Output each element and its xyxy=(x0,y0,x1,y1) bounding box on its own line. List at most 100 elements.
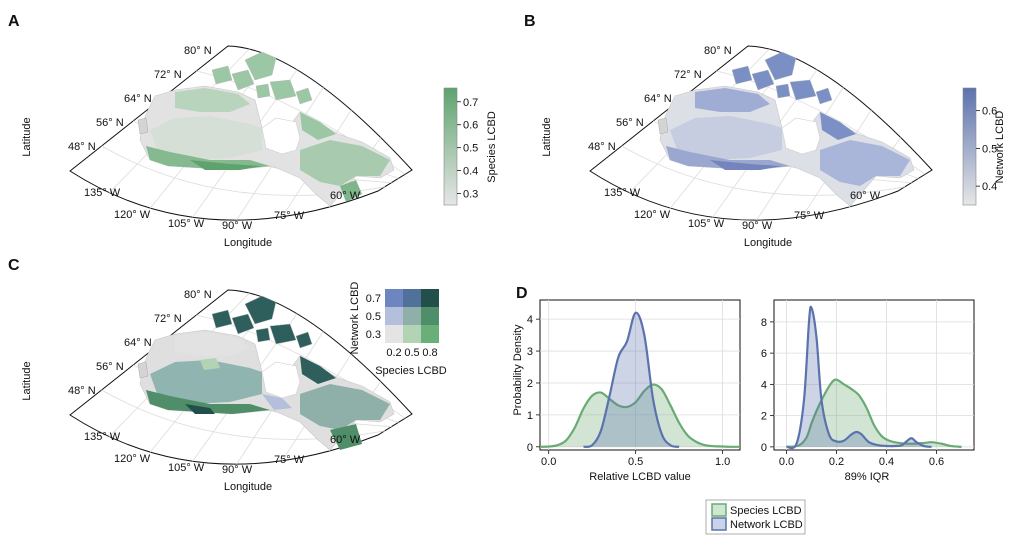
lon-tick-label: 135° W xyxy=(84,431,121,443)
bivariate-cell xyxy=(385,307,403,325)
land-coast xyxy=(657,117,669,135)
land-region xyxy=(150,116,262,160)
bivariate-cell xyxy=(403,325,421,343)
bivariate-cell xyxy=(385,289,403,307)
density-area-species xyxy=(786,379,962,447)
land-coast xyxy=(137,117,149,135)
lon-tick-label: 75° W xyxy=(794,210,825,222)
land-region xyxy=(300,356,336,384)
density-legend: Species LCBD Network LCBD xyxy=(705,499,806,535)
colorbar-network-ticks: 0.4 0.5 0.6 xyxy=(976,106,997,193)
land-island xyxy=(751,69,775,91)
land-island xyxy=(815,87,833,105)
lon-tick-label: 105° W xyxy=(688,218,725,230)
colorbar-tick-label: 0.4 xyxy=(982,181,997,193)
lat-tick-label: 72° N xyxy=(674,69,702,81)
lat-tick-label: 80° N xyxy=(704,45,732,57)
map-ylabel: Latitude xyxy=(541,117,553,156)
colorbar-network: 0.4 0.5 0.6 Network LCBD xyxy=(962,87,1006,206)
lon-tick-label: 135° W xyxy=(84,187,121,199)
land-island xyxy=(255,327,271,343)
land-region xyxy=(150,360,262,404)
graticule-parallel xyxy=(621,145,905,196)
bivariate-cell xyxy=(421,307,439,325)
map-network-lcbd: 80° N72° N64° N56° N48° N 135° W 120° W 105… xyxy=(541,45,933,249)
lat-tick-label: 72° N xyxy=(154,313,182,325)
colorbar-tick-label: 0.4 xyxy=(463,166,478,178)
bivariate-xtick: 0.8 xyxy=(422,347,437,359)
bivariate-cell xyxy=(421,289,439,307)
colorbar-species-bar xyxy=(443,87,458,206)
land-island xyxy=(231,69,255,91)
land-island xyxy=(211,65,233,85)
y-tick-label: 2 xyxy=(761,411,767,423)
x-tick-label: 0.0 xyxy=(541,456,556,468)
x-tick-label: 0.5 xyxy=(628,456,643,468)
land-region xyxy=(300,112,336,140)
lat-tick-label: 56° N xyxy=(616,117,644,129)
legend-label-network: Network LCBD xyxy=(730,519,803,531)
colorbar-network-label: Network LCBD xyxy=(994,111,1006,184)
lon-tick-label: 75° W xyxy=(274,210,305,222)
lat-tick-label: 64° N xyxy=(644,93,672,105)
y-tick-label: 0 xyxy=(761,442,767,454)
land-island xyxy=(269,79,297,101)
land-region xyxy=(300,140,390,186)
density-line-network xyxy=(583,311,680,449)
colorbar-tick-label: 0.7 xyxy=(463,97,478,109)
land-island xyxy=(244,51,277,81)
land-region xyxy=(300,384,390,430)
lon-tick-label: 60° W xyxy=(330,434,361,446)
land-region xyxy=(175,88,250,112)
land-island xyxy=(789,79,817,101)
density-line-network xyxy=(786,305,932,450)
panel-label-a: A xyxy=(8,13,20,30)
colorbar-species-label: Species LCBD xyxy=(486,111,498,183)
lon-tick-label: 90° W xyxy=(222,220,253,232)
colorbar-tick-label: 0.6 xyxy=(982,106,997,118)
bivariate-ytick: 0.3 xyxy=(366,329,381,341)
bivariate-ytick: 0.5 xyxy=(366,311,381,323)
map-xlabel: Longitude xyxy=(224,481,272,493)
bivariate-cell xyxy=(385,325,403,343)
hudson-bay xyxy=(781,117,821,155)
bivariate-ytick: 0.7 xyxy=(366,293,381,305)
y-tick-label: 4 xyxy=(527,314,533,326)
land-region xyxy=(146,390,270,414)
land-island xyxy=(269,323,297,345)
land-island xyxy=(764,51,797,81)
lon-tick-label: 75° W xyxy=(274,454,305,466)
bivariate-xtick: 0.5 xyxy=(404,347,419,359)
land-region xyxy=(340,180,362,202)
lon-tick-label: 60° W xyxy=(330,190,361,202)
land-region xyxy=(175,332,250,356)
x-tick-label: 0.0 xyxy=(779,456,794,468)
map-ylabel: Latitude xyxy=(21,117,33,156)
colorbar-species: 0.3 0.4 0.5 0.6 0.7 Species LCBD xyxy=(443,87,498,206)
x-tick-label: 1.0 xyxy=(715,456,730,468)
land-region xyxy=(666,146,790,170)
land-island xyxy=(775,83,791,99)
land-region xyxy=(670,116,782,160)
land-island xyxy=(295,87,313,105)
density-ylabel: Probability Density xyxy=(512,324,524,416)
lat-tick-label: 56° N xyxy=(96,117,124,129)
x-tick-label: 0.2 xyxy=(829,456,844,468)
colorbar-tick-label: 0.3 xyxy=(463,189,478,201)
panel-label-c: C xyxy=(8,257,20,274)
density-line-species xyxy=(539,383,741,448)
y-tick-label: 4 xyxy=(761,379,767,391)
colorbar-tick-label: 0.5 xyxy=(982,143,997,155)
lat-tick-label: 56° N xyxy=(96,361,124,373)
lat-tick-label: 64° N xyxy=(124,93,152,105)
map-xlabel: Longitude xyxy=(744,237,792,249)
land-region xyxy=(146,146,270,170)
bivariate-legend: Network LCBD Species LCBD 0.2 0.5 0.80.30.… xyxy=(349,282,447,377)
land-region xyxy=(262,394,292,410)
lon-tick-label: 105° W xyxy=(168,462,205,474)
lon-tick-label: 135° W xyxy=(604,187,641,199)
lon-tick-label: 120° W xyxy=(114,209,151,221)
map-bivariate-lcbd: 80° N72° N64° N56° N48° N 135° W 120° W 105… xyxy=(21,289,413,493)
bivariate-xtick: 0.2 xyxy=(386,347,401,359)
land-island xyxy=(244,295,277,325)
